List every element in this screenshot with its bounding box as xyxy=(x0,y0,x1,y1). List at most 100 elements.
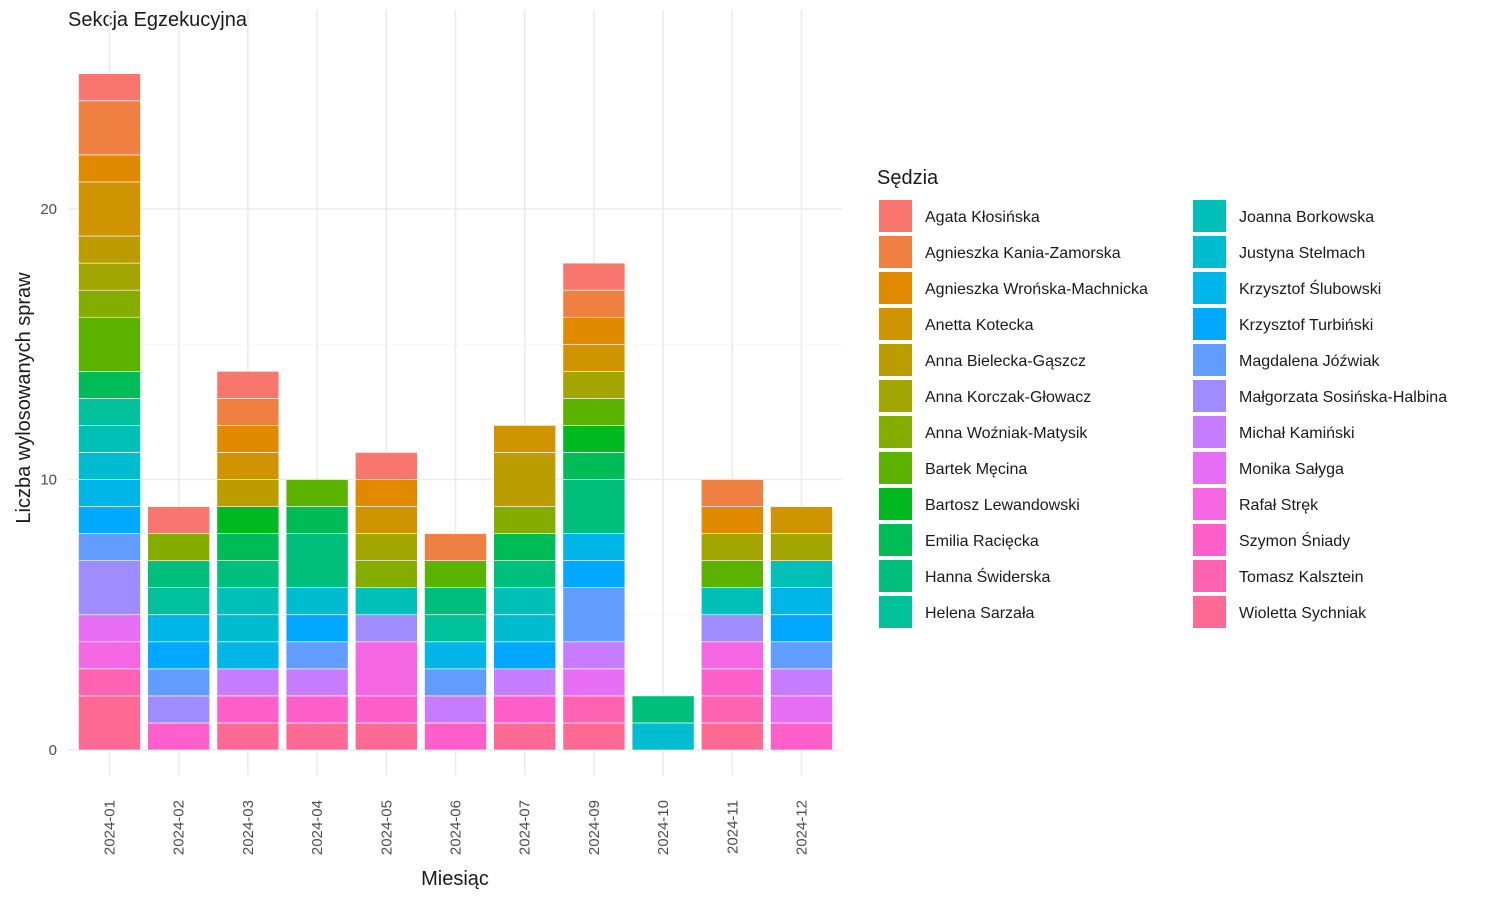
x-tick-label: 2024-04 xyxy=(309,800,326,855)
legend-label: Emilia Racięcka xyxy=(925,533,1039,550)
legend-swatch xyxy=(879,488,912,520)
bar-segment xyxy=(147,668,210,697)
bar-segment xyxy=(770,668,833,697)
bar-segment xyxy=(700,587,764,616)
y-tick-labels: 0 10 20 xyxy=(40,201,57,759)
bar-segment xyxy=(562,343,626,372)
x-tick-label: 2024-11 xyxy=(724,800,741,854)
bar-segment xyxy=(562,587,626,643)
bar-segment xyxy=(78,235,141,264)
legend-label: Michał Kamiński xyxy=(1239,425,1355,442)
bar-segment xyxy=(424,533,487,561)
bar-segment xyxy=(562,533,626,561)
bar-segment xyxy=(78,506,141,534)
bar-segment xyxy=(147,533,210,561)
bar-segment xyxy=(562,722,626,751)
legend-item: Krzysztof Turbiński xyxy=(1193,308,1373,340)
bar-segment xyxy=(493,560,557,589)
bar-segment xyxy=(285,668,349,697)
legend-item: Monika Sałyga xyxy=(1193,452,1344,484)
legend-label: Szymon Śniady xyxy=(1239,531,1350,550)
bar-segment xyxy=(354,641,418,697)
legend-item: Agnieszka Kania-Zamorska xyxy=(879,236,1121,268)
legend-swatch xyxy=(879,560,912,592)
x-tick-label: 2024-12 xyxy=(794,800,811,855)
legend-label: Agata Kłosińska xyxy=(925,209,1040,226)
legend-item: Anna Bielecka-Gąszcz xyxy=(879,344,1086,376)
bar-segment xyxy=(216,722,280,751)
bar-segment xyxy=(493,425,557,453)
bar-segment xyxy=(770,560,833,589)
bar-segment xyxy=(424,722,487,751)
legend-item: Hanna Świderska xyxy=(879,560,1051,592)
legend-item: Rafał Stręk xyxy=(1193,488,1319,520)
bar-segment xyxy=(562,641,626,670)
bar-segment xyxy=(78,641,141,670)
bar-segment xyxy=(147,614,210,643)
legend-item: Anna Korczak-Głowacz xyxy=(879,380,1091,412)
x-tick-label: 2024-01 xyxy=(102,800,119,855)
legend-item: Magdalena Jóźwiak xyxy=(1193,344,1381,376)
bar-segment xyxy=(216,641,280,670)
bar-segment xyxy=(700,506,764,534)
legend-label: Hanna Świderska xyxy=(925,567,1051,586)
legend-item: Anna Woźniak-Matysik xyxy=(879,416,1088,448)
bar-segment xyxy=(562,479,626,534)
bar-segment xyxy=(562,370,626,399)
legend-item: Emilia Racięcka xyxy=(879,524,1039,556)
bar-segment xyxy=(78,262,141,291)
bar-segment xyxy=(285,506,349,534)
bar-segment xyxy=(700,695,764,724)
y-axis-title: Liczba wylosowanych spraw xyxy=(13,272,35,524)
legend-label: Agnieszka Kania-Zamorska xyxy=(925,245,1121,262)
bar-segment xyxy=(493,641,557,670)
bar-segment xyxy=(493,452,557,507)
legend-item: Justyna Stelmach xyxy=(1193,236,1365,268)
legend-label: Justyna Stelmach xyxy=(1239,245,1365,262)
y-tick-label: 0 xyxy=(49,742,57,759)
bar-segment xyxy=(493,533,557,561)
bar-segment xyxy=(285,587,349,616)
bar-segment xyxy=(700,722,764,751)
legend-swatch xyxy=(879,452,912,484)
bar-segment xyxy=(216,398,280,426)
bar-segment xyxy=(216,452,280,480)
bar-segment xyxy=(562,695,626,724)
legend-swatch xyxy=(1193,488,1226,520)
y-tick-label: 10 xyxy=(40,472,57,489)
bar-segment xyxy=(562,398,626,426)
x-tick-label: 2024-05 xyxy=(378,800,395,855)
legend-swatch xyxy=(1193,524,1226,556)
bar-segment xyxy=(216,506,280,534)
bar-segment xyxy=(216,560,280,589)
bar-segment xyxy=(493,587,557,616)
legend-item: Małgorzata Sosińska-Halbina xyxy=(1193,380,1447,412)
legend-label: Anetta Kotecka xyxy=(925,317,1034,334)
bar-segment xyxy=(216,587,280,616)
legend-label: Joanna Borkowska xyxy=(1239,209,1374,226)
legend: Agata Kłosińska Agnieszka Kania-Zamorska A… xyxy=(879,200,1447,628)
legend-swatch xyxy=(879,236,912,268)
bar-segment xyxy=(147,641,210,670)
x-tick-label: 2024-09 xyxy=(586,800,603,855)
bar-segment xyxy=(147,587,210,616)
bar-segment xyxy=(770,506,833,534)
legend-item: Bartosz Lewandowski xyxy=(879,488,1080,520)
legend-swatch xyxy=(879,380,912,412)
bar-segment xyxy=(770,587,833,616)
bar-segment xyxy=(285,722,349,751)
bar-segment xyxy=(770,695,833,724)
bar-segment xyxy=(78,560,141,616)
bar-segment xyxy=(354,506,418,534)
legend-label: Tomasz Kalsztein xyxy=(1239,569,1364,586)
bar-segment xyxy=(493,668,557,697)
bar-segment xyxy=(631,695,695,724)
x-tick-label: 2024-06 xyxy=(448,800,465,855)
legend-item: Tomasz Kalsztein xyxy=(1193,560,1364,592)
legend-swatch xyxy=(1193,344,1226,376)
bars xyxy=(78,73,833,751)
bar-segment xyxy=(78,316,141,372)
legend-label: Agnieszka Wrońska-Machnicka xyxy=(925,281,1148,298)
legend-swatch xyxy=(1193,596,1226,628)
legend-item: Helena Sarzała xyxy=(879,596,1035,628)
